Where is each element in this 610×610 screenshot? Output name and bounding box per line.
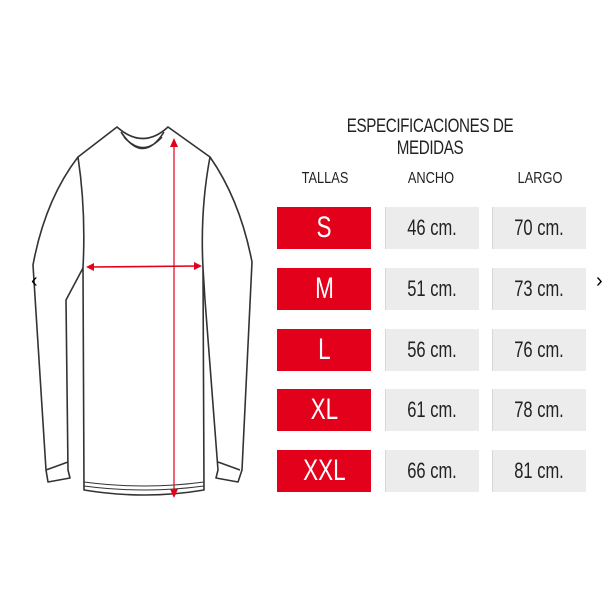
size-cell: S (277, 207, 371, 249)
width-cell: 51 cm. (385, 268, 479, 310)
width-value: 46 cm. (407, 215, 458, 240)
length-value: 76 cm. (514, 337, 565, 362)
length-cell: 81 cm. (492, 450, 586, 492)
width-arrow (86, 262, 202, 271)
header-tallas: TALLAS (301, 170, 349, 187)
width-value: 66 cm. (407, 458, 458, 483)
width-cell: 61 cm. (385, 389, 479, 431)
width-cell: 66 cm. (385, 450, 479, 492)
cuffs (45, 461, 241, 471)
length-arrow (170, 138, 178, 498)
size-cell: XXL (277, 450, 371, 492)
length-value: 70 cm. (514, 215, 565, 240)
header-ancho: ANCHO (407, 170, 455, 187)
length-value: 81 cm. (514, 458, 565, 483)
length-cell: 73 cm. (492, 268, 586, 310)
width-cell: 56 cm. (385, 329, 479, 371)
shirt-outline (32, 126, 253, 496)
length-cell: 76 cm. (492, 329, 586, 371)
chart-title: ESPECIFICACIONES DE MEDIDAS (346, 116, 514, 159)
width-cell: 46 cm. (385, 207, 479, 249)
width-value: 51 cm. (407, 276, 458, 301)
length-cell: 70 cm. (492, 207, 586, 249)
length-cell: 78 cm. (492, 389, 586, 431)
size-label: XL (310, 393, 338, 426)
body-side-lines (77, 156, 211, 269)
carousel-next-button[interactable]: › (596, 270, 603, 292)
size-label: M (314, 272, 334, 305)
size-label: XXL (302, 454, 346, 487)
width-value: 61 cm. (407, 397, 458, 422)
size-label: L (317, 333, 331, 366)
width-value: 56 cm. (407, 337, 458, 362)
length-value: 73 cm. (514, 276, 565, 301)
length-value: 78 cm. (514, 397, 565, 422)
header-largo: LARGO (517, 170, 563, 187)
collar (120, 131, 165, 150)
size-cell: M (277, 268, 371, 310)
size-cell: XL (277, 389, 371, 431)
size-cell: L (277, 329, 371, 371)
carousel-prev-button[interactable]: ‹ (31, 270, 38, 292)
size-label: S (316, 211, 332, 244)
hem-stitch (83, 481, 205, 491)
